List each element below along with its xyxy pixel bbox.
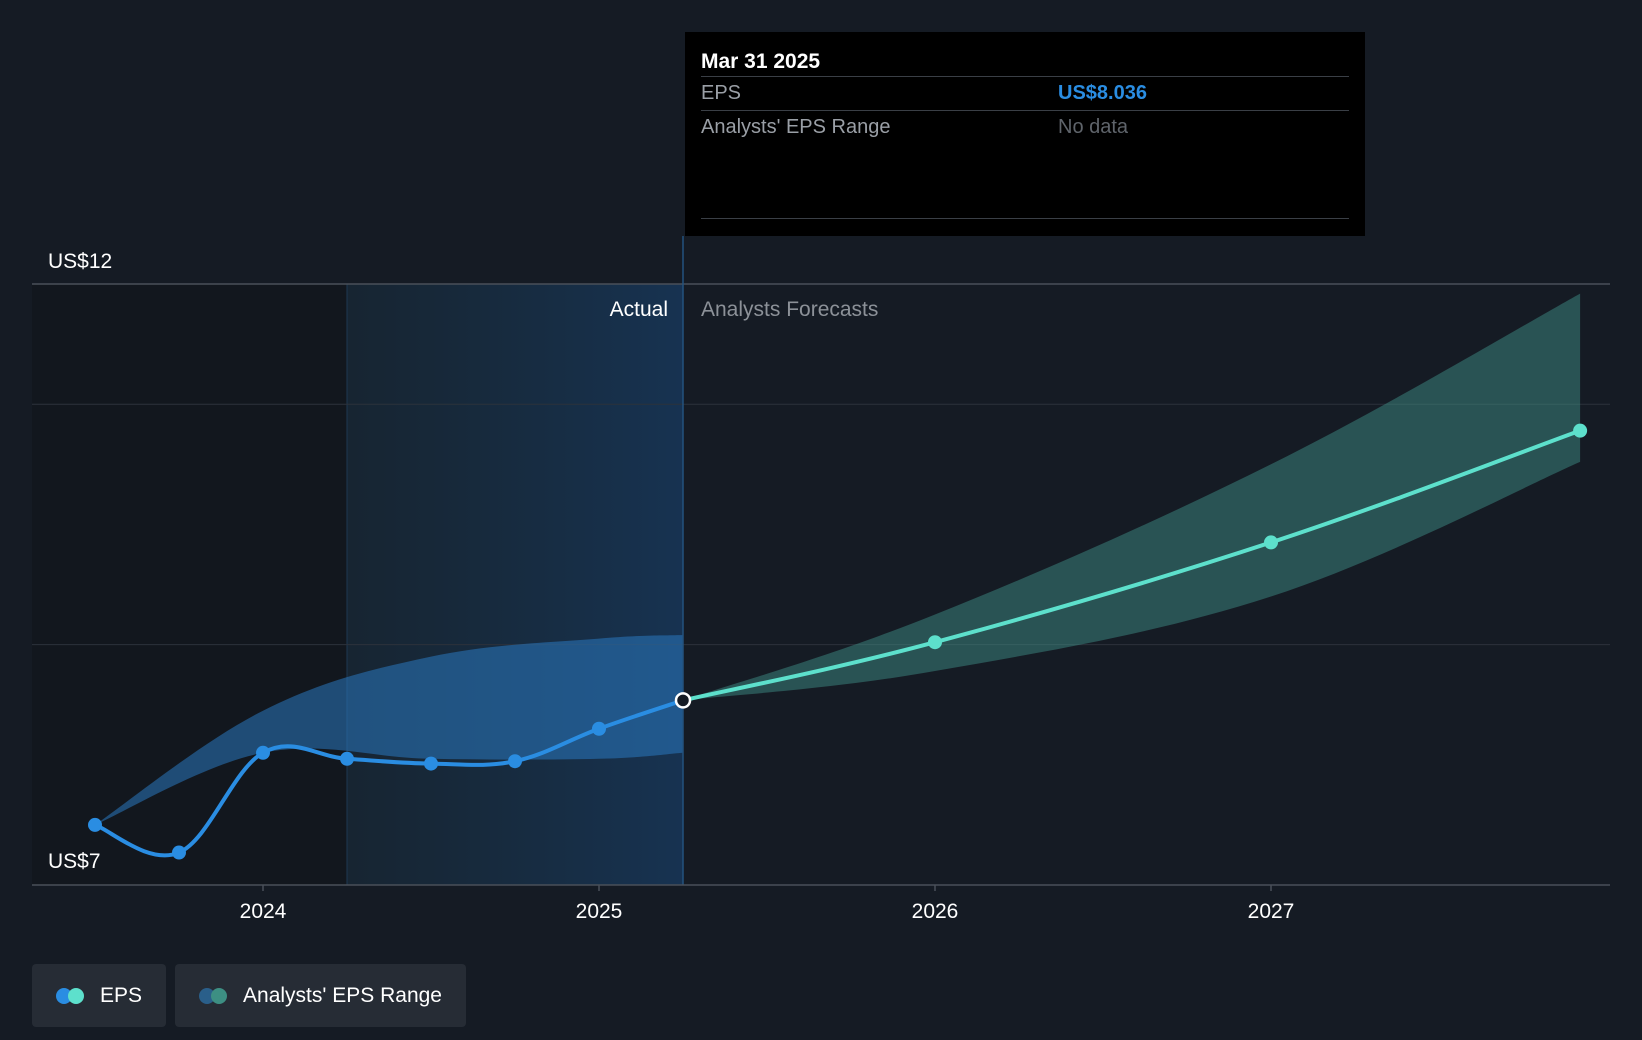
tooltip-divider [701, 218, 1349, 219]
x-axis-ticks: 2024 2025 2026 2027 [240, 885, 1295, 923]
legend: EPS Analysts' EPS Range [32, 964, 466, 1027]
eps-actual-point [256, 745, 270, 760]
tooltip: Mar 31 2025 EPS US$8.036 Analysts' EPS R… [685, 32, 1365, 236]
tooltip-eps-value: US$8.036 [1058, 82, 1147, 104]
x-tick-label: 2024 [240, 900, 287, 923]
eps-actual-point [172, 845, 186, 860]
highlight-point[interactable] [674, 692, 692, 709]
legend-item-eps-range[interactable]: Analysts' EPS Range [175, 964, 466, 1027]
eps-forecast-point [928, 635, 942, 650]
tooltip-date: Mar 31 2025 [701, 50, 821, 73]
eps-forecast-point [1573, 423, 1588, 438]
past-eps-range-area [95, 634, 683, 825]
forecast-eps-range-area [683, 293, 1581, 701]
eps-forecast-line [681, 428, 1583, 703]
x-tick-label: 2026 [912, 900, 959, 923]
y-axis-max-label: US$12 [48, 250, 112, 273]
tooltip-range-row: Analysts' EPS Range No data [701, 110, 1349, 144]
x-tick-label: 2025 [576, 900, 623, 923]
eps-actual-point [592, 721, 606, 736]
legend-eps-icon [56, 987, 86, 1004]
tooltip-eps-label: EPS [701, 82, 742, 104]
eps-actual-point [88, 817, 102, 832]
tooltip-range-label: Analysts' EPS Range [701, 116, 891, 138]
data-points [88, 423, 1588, 860]
actual-region-label: Actual [610, 298, 668, 321]
gridlines [32, 283, 1610, 646]
past-period-band [347, 284, 683, 885]
tooltip-range-value: No data [1058, 116, 1129, 138]
x-tick-label: 2027 [1248, 900, 1295, 923]
forecast-region-label: Analysts Forecasts [701, 298, 878, 321]
eps-actual-point [424, 756, 438, 771]
tooltip-eps-row: EPS US$8.036 [701, 76, 1349, 110]
legend-eps-range-label: Analysts' EPS Range [243, 983, 442, 1007]
legend-item-eps[interactable]: EPS [32, 964, 167, 1027]
eps-actual-point [508, 754, 522, 769]
y-axis-min-label: US$7 [48, 850, 101, 873]
legend-eps-label: EPS [100, 983, 143, 1007]
eps-forecast-point [1264, 535, 1278, 550]
eps-actual-point [340, 751, 354, 766]
legend-eps-range-icon [199, 987, 229, 1004]
